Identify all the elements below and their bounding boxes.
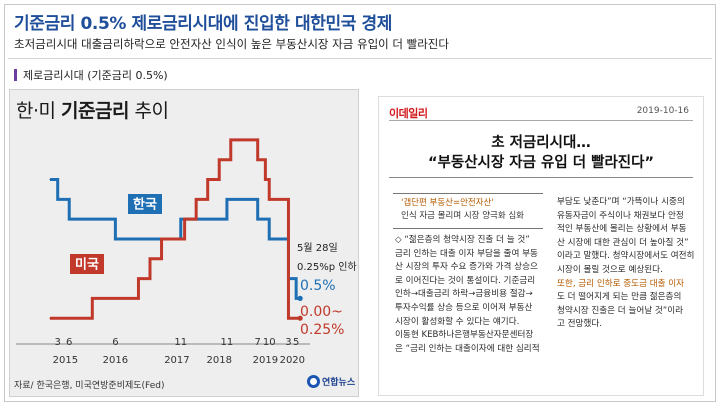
clip-subhead-2: 인식 자금 몰리며 시장 양극화 심화 — [401, 211, 524, 221]
clip-text-line: 산 시장에 대한 관심이 더 높아질 것” — [557, 237, 689, 248]
clip-subhead-1: '갭단편 부동산=안전자산' — [401, 198, 494, 208]
series-line-us — [50, 138, 301, 320]
data-point — [91, 297, 93, 299]
page-frame — [4, 4, 716, 402]
clip-text-line: 시장이 활성화할 수 있다는 얘기다. — [395, 316, 520, 327]
clip-text-line: 또한, 금리 인하로 중도금 대출 이자 — [557, 278, 685, 289]
section-accent-bar — [14, 69, 17, 81]
clip-text-line: 금리 인하는 대출 이자 부담을 줄여 부동 — [395, 248, 538, 259]
clip-text-line: 산 시장의 투자 수요 증가와 가격 상승으 — [395, 262, 538, 273]
data-point — [57, 198, 59, 200]
year-tick-label: 2016 — [103, 355, 128, 366]
clip-column-left: ◇ “젊은층의 청약시장 진출 더 늘 것” 금리 인하는 대출 이자 부담을 줄… — [395, 234, 540, 356]
month-tick-label: 11 — [174, 337, 187, 348]
clip-headline-1: 초 저금리시대… — [491, 135, 591, 151]
month-tick-label: 7 — [255, 337, 261, 348]
data-point — [264, 178, 266, 181]
series-end-dot — [297, 315, 303, 321]
annotation-date: 5월 28일 — [297, 242, 338, 254]
data-point — [295, 297, 297, 299]
data-point — [195, 198, 197, 200]
month-tick-label: 11 — [221, 337, 234, 348]
clip-text-line: 투자수익률 상승 등으로 이어져 부동산 — [395, 302, 533, 313]
series-end-dot — [297, 295, 303, 301]
clip-divider-2 — [389, 177, 693, 178]
clip-text-line: 청약시장 진출은 더 늘어날 것”이라 — [557, 305, 684, 316]
data-point — [268, 198, 270, 200]
page-title: 기준금리 0.5% 제로금리시대에 진입한 대한민국 경제 — [14, 14, 392, 34]
annotation-cut: 0.25%p 인하 — [297, 260, 357, 273]
data-point — [49, 317, 51, 319]
yonhap-logo-text: 연합뉴스 — [322, 378, 356, 388]
clip-headline-2: “부동산시장 자금 유입 더 빨라진다” — [427, 155, 654, 171]
month-tick-label: 6 — [112, 337, 118, 348]
chart-title: 한·미 기준금리 추이 — [16, 100, 169, 122]
month-tick-label: 6 — [66, 337, 72, 348]
data-point — [257, 218, 259, 220]
clip-text-line: 은 “금리 인하는 대출이자에 대한 심리적 — [395, 343, 540, 354]
clip-text-line: 인하→대출금리 하락→금융비용 절감→ — [395, 289, 533, 300]
year-tick-label: 2015 — [53, 355, 78, 366]
year-tick-label: 2019 — [253, 355, 278, 366]
month-tick-label: 3 — [55, 337, 61, 348]
data-point — [149, 258, 151, 260]
clip-subhead-box: '갭단편 부동산=안전자산' 인식 자금 몰리며 시장 양극화 심화 — [393, 193, 543, 229]
page-subtitle: 초저금리시대 대출금리하락으로 안전자산 인식이 높은 부동산시장 자금 유입이… — [14, 37, 449, 51]
data-point — [218, 159, 220, 161]
korea-series-tag — [128, 194, 162, 214]
chart-source-note: 자료/ 한국은행, 미국연방준비제도(Fed) — [14, 381, 165, 391]
month-tick-label: 10 — [263, 337, 276, 348]
yonhap-logo-icon — [307, 375, 320, 388]
data-point — [268, 238, 270, 240]
year-tick-label: 2020 — [280, 355, 305, 366]
month-tick-label: 3 — [285, 337, 291, 348]
year-tick-label: 2017 — [164, 355, 189, 366]
us-series-tag-label: 미국 — [75, 257, 99, 273]
us-series-tag — [70, 254, 104, 274]
clip-text-line: 도 더 떨어지게 되는 만큼 젊은층의 — [557, 292, 682, 303]
yonhap-logo: 연합뉴스 — [307, 375, 355, 388]
data-point — [287, 317, 290, 319]
clip-text-line: 부담도 낮춘다”며 “가뜩이나 시중의 — [557, 197, 685, 207]
clip-text-line: ◇ “젊은층의 청약시장 진출 더 늘 것” — [395, 235, 530, 245]
data-point — [180, 218, 182, 220]
year-tick-label: 2018 — [207, 355, 232, 366]
data-point — [49, 178, 51, 181]
month-tick-label: 5 — [293, 337, 299, 348]
annotation-korea-value: 0.5% — [300, 278, 336, 294]
data-point — [137, 277, 140, 280]
news-clipping: 이데일리 2019-10-16 초 저금리시대… “부동산시장 자금 유입 더 … — [378, 96, 704, 396]
data-point — [207, 178, 209, 181]
data-point — [257, 159, 259, 161]
clip-brand: 이데일리 — [389, 107, 428, 120]
korea-series-tag-label: 한국 — [133, 197, 157, 213]
header-divider — [8, 58, 712, 59]
clip-text-line: 유동자금이 주식이나 채권보다 안정 — [557, 210, 684, 221]
clip-text-line: 고 전망했다. — [557, 319, 602, 330]
annotation-us-value-2: 0.25% — [300, 322, 344, 338]
clip-text-line: 이동현 KEB하나은행부동산자문센터장 — [395, 330, 534, 341]
clip-text-line: 시장이 몰릴 것으로 예상된다. — [557, 264, 663, 275]
clip-text-line: 적인 부동산에 몰리는 상황에서 부동 — [557, 224, 687, 235]
data-point — [184, 218, 186, 220]
clip-text-line: 로 이어진다는 것이 통설이다. 기준금리 — [395, 275, 536, 286]
data-point — [295, 317, 297, 319]
data-point — [114, 238, 116, 240]
clip-text-line: 이라고 말했다. 청약시장에서도 여전히 — [557, 251, 695, 262]
section-tag: 제로금리시대 (기준금리 0.5%) — [14, 69, 168, 82]
data-point — [68, 218, 70, 220]
data-point — [226, 198, 228, 200]
clip-date: 2019-10-16 — [636, 106, 689, 116]
data-point — [160, 238, 163, 240]
data-point — [230, 139, 232, 141]
section-label: 제로금리시대 (기준금리 0.5%) — [23, 69, 168, 82]
annotation-us-value: 0.00~ — [300, 304, 343, 320]
clip-divider — [389, 120, 693, 121]
